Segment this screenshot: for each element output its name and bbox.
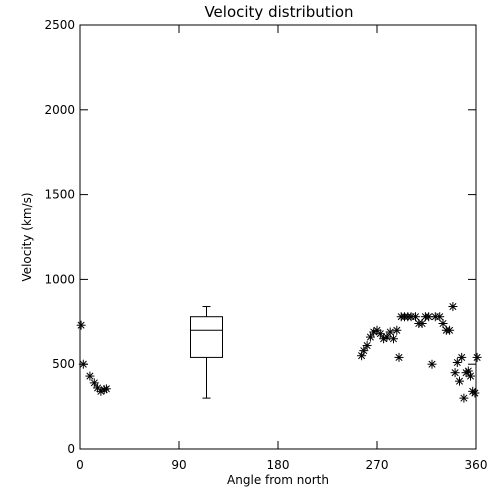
data-point [76, 320, 86, 330]
data-point [357, 351, 367, 361]
data-point [450, 368, 460, 378]
data-point [472, 352, 482, 362]
data-point [427, 359, 437, 369]
data-point [389, 334, 398, 344]
data-point [394, 352, 404, 362]
data-point [417, 318, 427, 328]
data-point [435, 312, 445, 322]
data-point [448, 302, 458, 312]
data-point [424, 312, 434, 322]
x-tick-label: 90 [171, 458, 186, 472]
y-axis-label: Velocity (km/s) [20, 192, 34, 281]
x-tick-label: 360 [465, 458, 488, 472]
data-point [365, 332, 375, 342]
x-tick-label: 0 [76, 458, 84, 472]
data-point [359, 346, 369, 356]
x-tick-label: 180 [267, 458, 290, 472]
data-point [466, 371, 475, 381]
y-tick-label: 2500 [44, 18, 75, 32]
y-tick-label: 2000 [44, 103, 75, 117]
boxplot [190, 306, 223, 399]
x-axis-label: Angle from north [227, 473, 329, 487]
data-point [362, 341, 372, 351]
y-tick-label: 1500 [44, 188, 75, 202]
data-point [101, 384, 111, 394]
data-point [85, 371, 95, 381]
chart-title: Velocity distribution [204, 3, 353, 21]
data-point [459, 393, 469, 403]
data-point [445, 325, 455, 335]
x-axis-ticks: 0 90 180 270 360 [76, 25, 487, 472]
scatter-points [76, 302, 482, 403]
data-point [375, 329, 385, 339]
y-axis-ticks: 0 500 1000 1500 2000 2500 [44, 18, 476, 456]
data-point [385, 327, 395, 337]
data-point [455, 376, 464, 386]
y-tick-label: 500 [52, 357, 75, 371]
x-tick-label: 270 [366, 458, 389, 472]
boxplot-box [190, 316, 223, 358]
y-tick-label: 1000 [44, 272, 75, 286]
plot-frame [79, 24, 477, 450]
data-point [457, 352, 467, 362]
data-point [438, 318, 448, 328]
data-point [78, 359, 88, 369]
data-point [470, 388, 480, 398]
data-point [411, 312, 420, 322]
y-tick-label: 0 [67, 442, 75, 456]
data-point [392, 325, 402, 335]
data-point [89, 378, 99, 388]
